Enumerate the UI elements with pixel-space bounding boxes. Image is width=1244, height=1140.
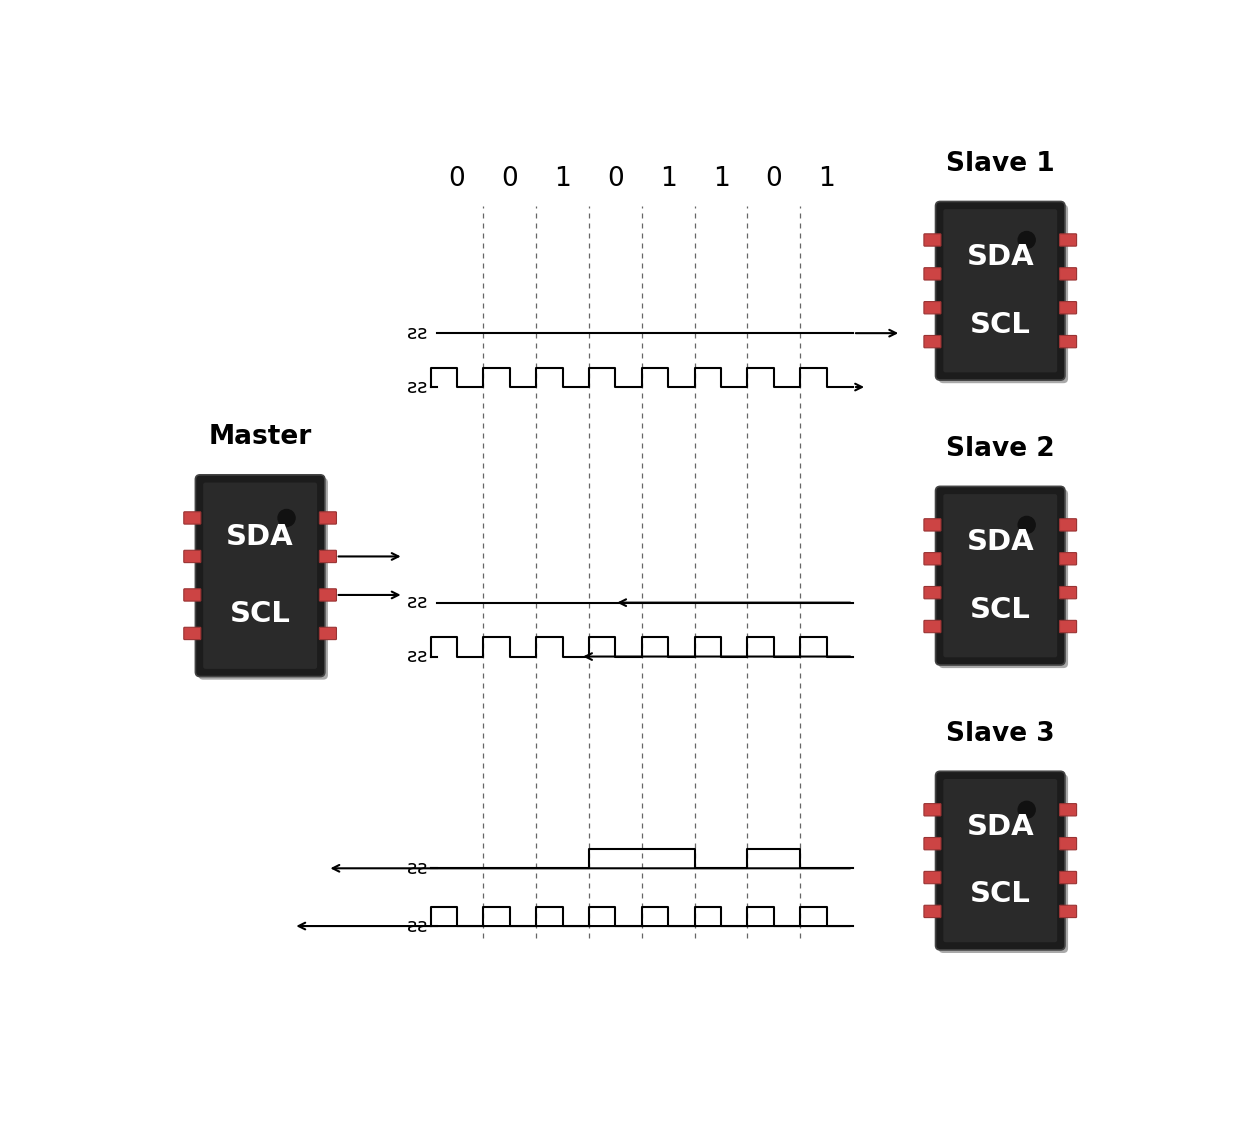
Circle shape: [1018, 516, 1035, 534]
Text: 0: 0: [765, 166, 782, 193]
Text: ƨƨ: ƨƨ: [407, 324, 428, 343]
Text: Master: Master: [209, 424, 312, 450]
FancyBboxPatch shape: [199, 478, 328, 679]
FancyBboxPatch shape: [935, 487, 1065, 665]
Text: SCL: SCL: [970, 880, 1031, 909]
FancyBboxPatch shape: [1060, 268, 1076, 280]
FancyBboxPatch shape: [320, 588, 336, 601]
Text: ƨƨ: ƨƨ: [407, 858, 428, 878]
FancyBboxPatch shape: [1060, 302, 1076, 314]
Text: 0: 0: [449, 166, 465, 193]
FancyBboxPatch shape: [1060, 335, 1076, 348]
FancyBboxPatch shape: [1060, 234, 1076, 246]
FancyBboxPatch shape: [195, 475, 325, 676]
FancyBboxPatch shape: [184, 512, 200, 524]
Text: 1: 1: [555, 166, 571, 193]
Text: 1: 1: [713, 166, 729, 193]
FancyBboxPatch shape: [184, 588, 200, 601]
Text: Slave 2: Slave 2: [945, 435, 1055, 462]
FancyBboxPatch shape: [943, 779, 1057, 943]
Text: ƨƨ: ƨƨ: [407, 593, 428, 612]
FancyBboxPatch shape: [924, 268, 940, 280]
Text: Slave 3: Slave 3: [945, 720, 1055, 747]
FancyBboxPatch shape: [1060, 620, 1076, 633]
Text: 1: 1: [659, 166, 677, 193]
FancyBboxPatch shape: [924, 804, 940, 816]
FancyBboxPatch shape: [924, 302, 940, 314]
FancyBboxPatch shape: [320, 551, 336, 563]
FancyBboxPatch shape: [1060, 838, 1076, 849]
FancyBboxPatch shape: [924, 620, 940, 633]
FancyBboxPatch shape: [924, 838, 940, 849]
FancyBboxPatch shape: [939, 774, 1069, 953]
Text: Slave 1: Slave 1: [945, 150, 1055, 177]
Text: SDA: SDA: [967, 813, 1034, 840]
FancyBboxPatch shape: [943, 494, 1057, 658]
Circle shape: [1018, 231, 1035, 249]
FancyBboxPatch shape: [1060, 586, 1076, 598]
FancyBboxPatch shape: [939, 204, 1069, 383]
FancyBboxPatch shape: [924, 871, 940, 884]
FancyBboxPatch shape: [184, 551, 200, 563]
Text: 0: 0: [607, 166, 623, 193]
FancyBboxPatch shape: [1060, 804, 1076, 816]
Text: SDA: SDA: [226, 523, 294, 552]
FancyBboxPatch shape: [924, 586, 940, 598]
Text: 1: 1: [819, 166, 835, 193]
FancyBboxPatch shape: [924, 335, 940, 348]
FancyBboxPatch shape: [1060, 519, 1076, 531]
FancyBboxPatch shape: [320, 627, 336, 640]
Text: ƨƨ: ƨƨ: [407, 648, 428, 666]
FancyBboxPatch shape: [1060, 871, 1076, 884]
Text: SDA: SDA: [967, 528, 1034, 556]
FancyBboxPatch shape: [935, 772, 1065, 950]
FancyBboxPatch shape: [939, 489, 1069, 668]
Text: SCL: SCL: [970, 595, 1031, 624]
Circle shape: [1018, 801, 1035, 819]
Text: 0: 0: [501, 166, 519, 193]
Text: SCL: SCL: [230, 600, 291, 628]
Text: SDA: SDA: [967, 243, 1034, 271]
FancyBboxPatch shape: [924, 553, 940, 565]
Text: ƨƨ: ƨƨ: [407, 377, 428, 397]
FancyBboxPatch shape: [924, 519, 940, 531]
FancyBboxPatch shape: [943, 209, 1057, 373]
Circle shape: [277, 510, 295, 527]
FancyBboxPatch shape: [1060, 553, 1076, 565]
FancyBboxPatch shape: [924, 905, 940, 918]
FancyBboxPatch shape: [320, 512, 336, 524]
Text: SCL: SCL: [970, 311, 1031, 339]
Text: ƨƨ: ƨƨ: [407, 917, 428, 936]
FancyBboxPatch shape: [935, 202, 1065, 380]
FancyBboxPatch shape: [1060, 905, 1076, 918]
FancyBboxPatch shape: [184, 627, 200, 640]
FancyBboxPatch shape: [924, 234, 940, 246]
FancyBboxPatch shape: [203, 482, 317, 669]
